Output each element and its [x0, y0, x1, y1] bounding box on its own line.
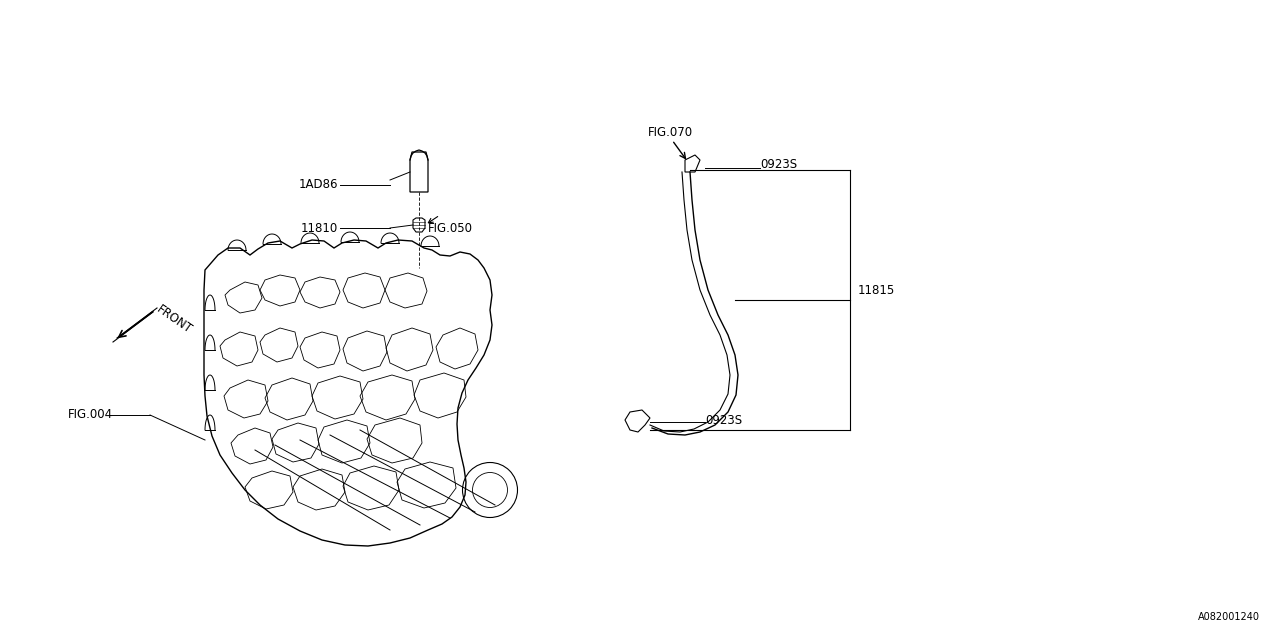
Text: FIG.070: FIG.070 [648, 125, 694, 138]
Text: 0923S: 0923S [760, 159, 797, 172]
Text: FRONT: FRONT [155, 303, 195, 336]
Text: FIG.004: FIG.004 [68, 408, 113, 422]
Text: 11810: 11810 [301, 221, 338, 234]
Text: A082001240: A082001240 [1198, 612, 1260, 622]
Text: 11815: 11815 [858, 284, 895, 296]
Text: FIG.050: FIG.050 [428, 221, 474, 234]
Text: 1AD86: 1AD86 [298, 179, 338, 191]
Text: 0923S: 0923S [705, 413, 742, 426]
